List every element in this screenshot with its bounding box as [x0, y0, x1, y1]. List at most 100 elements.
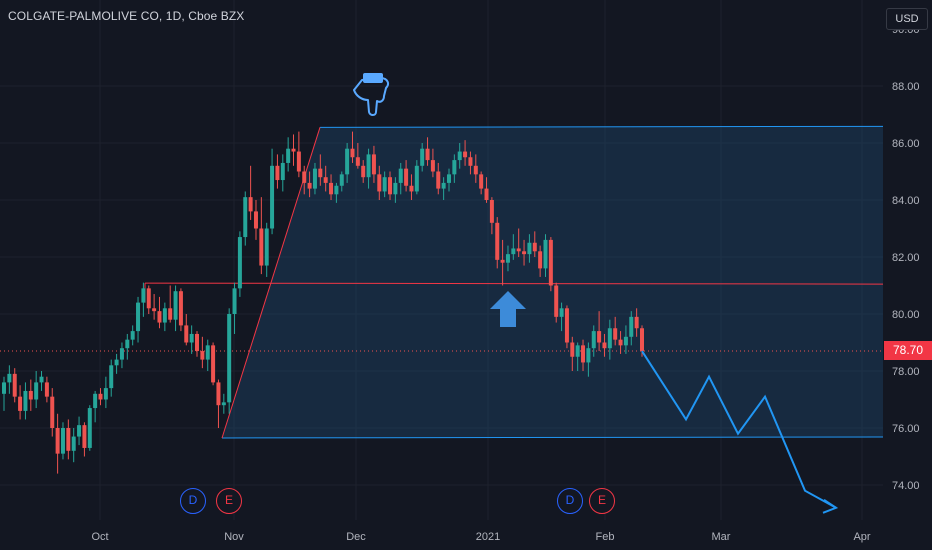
price-axis-tick: 78.00 [892, 366, 920, 378]
candle [12, 368, 17, 403]
dividend-event-marker[interactable]: D [180, 488, 206, 514]
candle [205, 339, 210, 371]
candle [366, 148, 371, 189]
candle [221, 393, 226, 414]
candle-body [607, 328, 612, 349]
candle-body [366, 154, 371, 178]
candle-body [559, 308, 564, 317]
candle-body [189, 333, 194, 343]
candle-body [114, 359, 119, 366]
candle [602, 333, 607, 357]
candle [44, 376, 49, 403]
candle-body [130, 331, 135, 340]
candle-body [532, 242, 537, 252]
candle-body [409, 185, 414, 192]
candle [253, 200, 258, 240]
candle [623, 325, 628, 354]
candle [430, 148, 435, 178]
candle [500, 239, 505, 286]
candle [34, 371, 39, 409]
candle-body [28, 390, 33, 400]
candle-body [195, 333, 200, 352]
candle-body [355, 157, 360, 166]
candle [570, 336, 575, 371]
candle [259, 197, 264, 275]
price-axis-tick: 80.00 [892, 309, 920, 321]
currency-button[interactable]: USD [886, 8, 928, 30]
candle [452, 154, 457, 183]
candle [71, 428, 76, 463]
candle [55, 413, 60, 474]
candle-body [2, 382, 6, 394]
candle-body [237, 237, 242, 289]
up-arrow-icon [490, 291, 526, 327]
dividend-event-marker[interactable]: D [557, 488, 583, 514]
candle [125, 333, 130, 360]
candle-body [264, 228, 269, 266]
candle-body [227, 314, 232, 403]
candle-body [420, 148, 425, 166]
candle [355, 143, 360, 169]
candle-body [82, 425, 87, 448]
candle [441, 177, 446, 200]
channel-lower-line [221, 436, 884, 439]
earnings-event-marker[interactable]: E [589, 488, 615, 514]
candle [18, 385, 23, 420]
candle [103, 376, 108, 409]
candle-body [173, 291, 178, 320]
candle [7, 365, 12, 394]
candle [168, 285, 173, 323]
candle [23, 382, 28, 420]
candle [323, 165, 328, 192]
candle-body [441, 182, 446, 189]
candle-body [323, 177, 328, 183]
candle-body [404, 168, 409, 186]
candle [157, 296, 162, 329]
candle-body [98, 393, 103, 400]
candle [345, 143, 350, 183]
projection-path [641, 350, 837, 509]
candle [39, 371, 44, 391]
price-axis-tick: 88.00 [892, 81, 920, 93]
projection-arrowhead [822, 498, 839, 514]
candle-body [382, 177, 387, 192]
candle-body [586, 348, 591, 363]
candle-body [253, 211, 258, 229]
last-price-tag: 78.70 [884, 341, 932, 360]
candle [130, 325, 135, 346]
candle [613, 316, 618, 346]
candle-body [125, 339, 130, 349]
candle [184, 314, 189, 346]
candle [291, 134, 296, 166]
candle [505, 245, 510, 272]
candle-body [184, 325, 189, 343]
time-axis-tick: Mar [712, 531, 731, 543]
candle [296, 131, 301, 178]
candle-body [146, 288, 151, 309]
candle-body [232, 288, 237, 314]
candle-body [473, 165, 478, 175]
candle-body [468, 157, 473, 166]
candle [350, 131, 355, 163]
time-axis: Oct Nov Dec 2021 Feb Mar Apr [91, 531, 870, 543]
candle [318, 154, 323, 186]
candle [77, 416, 82, 446]
candle-body [270, 165, 275, 229]
candle-body [162, 308, 167, 323]
candle [248, 165, 253, 220]
candle-body [548, 239, 553, 286]
candle [329, 174, 334, 200]
candle-body [280, 162, 285, 181]
candle-body [93, 393, 98, 409]
candle-body [516, 248, 521, 252]
candle-body [168, 308, 173, 320]
candle [237, 231, 242, 297]
candle [87, 405, 92, 451]
candle-body [457, 151, 462, 161]
price-axis-tick: 86.00 [892, 138, 920, 150]
candle-body [570, 342, 575, 357]
earnings-event-marker[interactable]: E [216, 488, 242, 514]
candle-body [623, 336, 628, 346]
